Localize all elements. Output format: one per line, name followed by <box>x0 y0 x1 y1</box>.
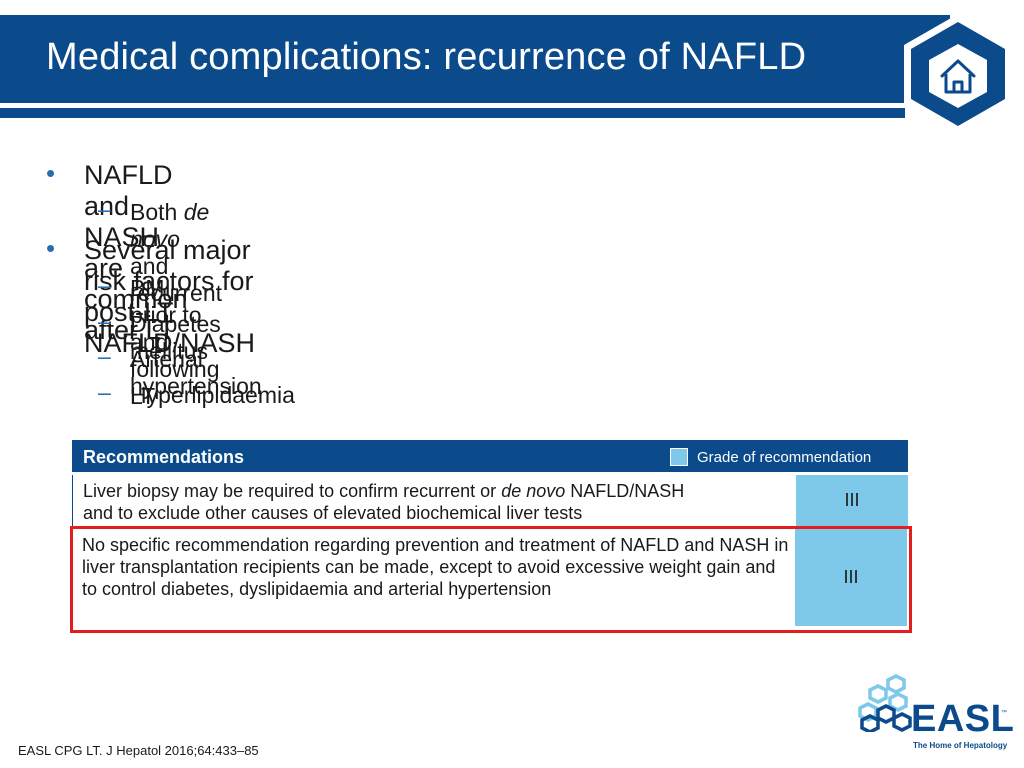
footer-reference: EASL CPG LT. J Hepatol 2016;64:433–85 <box>18 743 259 758</box>
bullet-dash: – <box>98 379 111 405</box>
recommendations-title: Recommendations <box>83 447 245 467</box>
sub-bullet-item: – Both de novo and recurrent <box>98 196 223 306</box>
recommendation-row: No specific recommendation regarding pre… <box>72 529 908 626</box>
logo-wordmark: EASL <box>911 698 1015 740</box>
sub-bullet-item: – Hyperlipidaemia <box>98 379 295 408</box>
title-underline <box>0 108 905 118</box>
bullet-item: • NAFLD and NASH are common after LT <box>46 158 188 345</box>
easl-logo: EASL ™ The Home of Hepatology <box>858 672 1014 752</box>
logo-tagline: The Home of Hepatology <box>913 741 1008 750</box>
sub-bullet-item: – Arterial hypertension <box>98 343 262 399</box>
home-button[interactable] <box>900 12 1016 136</box>
sub-bullet-item: – Diabetes mellitus <box>98 308 221 364</box>
recommendation-text: No specific recommendation regarding pre… <box>82 535 789 599</box>
home-icon <box>940 59 976 94</box>
bullet-dash: – <box>98 343 111 369</box>
grade-cell: III <box>796 475 908 526</box>
bullet-item: • Several major risk factors for post-LT… <box>46 233 256 358</box>
slide-title: Medical complications: recurrence of NAF… <box>46 36 807 78</box>
bullet-dot: • <box>46 233 56 263</box>
bullet-dot: • <box>46 158 56 188</box>
grade-cell: III <box>795 529 907 626</box>
logo-trademark: ™ <box>1001 710 1007 716</box>
bullet-dash: – <box>98 196 111 222</box>
sub-bullet-item: – BMI prior to and following LT <box>98 272 220 409</box>
bullet-dash: – <box>98 272 111 298</box>
recommendations-header: Recommendations Grade of recommendation <box>72 440 908 472</box>
recommendation-text: Liver biopsy may be required to confirm … <box>83 481 685 523</box>
recommendation-row: Liver biopsy may be required to confirm … <box>72 475 909 526</box>
title-bar <box>0 15 950 103</box>
bullet-dash: – <box>98 308 111 334</box>
grade-legend-label: Grade of recommendation <box>697 449 872 466</box>
grade-legend-swatch <box>670 448 688 466</box>
logo-hexagons-icon <box>858 674 912 732</box>
